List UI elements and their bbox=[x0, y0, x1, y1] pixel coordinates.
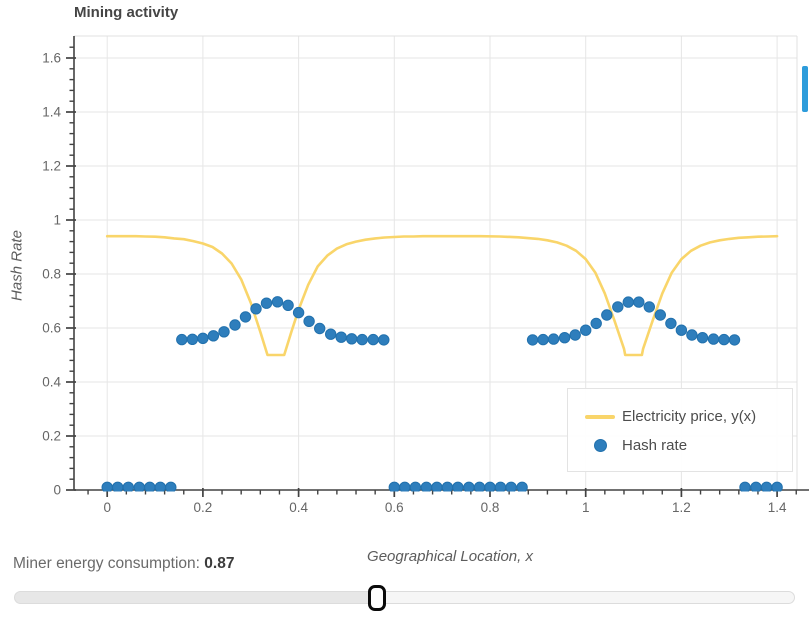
legend-item-hash-rate: Hash rate bbox=[578, 431, 792, 460]
svg-text:1: 1 bbox=[53, 213, 61, 228]
energy-slider-thumb[interactable] bbox=[368, 585, 386, 611]
svg-text:1.4: 1.4 bbox=[42, 105, 61, 120]
svg-text:1: 1 bbox=[582, 500, 590, 515]
legend-item-electricity-price: Electricity price, y(x) bbox=[578, 402, 792, 431]
y-axis-label: Hash Rate bbox=[8, 230, 26, 301]
svg-text:0: 0 bbox=[53, 483, 61, 498]
legend-label: Hash rate bbox=[622, 437, 688, 454]
svg-text:0.8: 0.8 bbox=[42, 267, 61, 282]
svg-text:0.6: 0.6 bbox=[42, 321, 61, 336]
svg-text:1.2: 1.2 bbox=[42, 159, 61, 174]
chart-plot-area: 0 0.2 0.4 0.6 0.8 1 1.2 1.4 0 0.2 0.4 0.6 0.8 1 1.2 1.4… bbox=[42, 35, 809, 515]
svg-text:1.6: 1.6 bbox=[42, 51, 61, 66]
svg-text:0.6: 0.6 bbox=[385, 500, 404, 515]
svg-text:1.2: 1.2 bbox=[672, 500, 691, 515]
chart-title: Mining activity bbox=[74, 4, 179, 21]
svg-text:0.8: 0.8 bbox=[481, 500, 500, 515]
svg-text:0.4: 0.4 bbox=[42, 375, 61, 390]
slider-caption-value: 0.87 bbox=[204, 555, 235, 572]
svg-text:0: 0 bbox=[103, 500, 111, 515]
legend: Electricity price, y(x) Hash rate bbox=[567, 388, 793, 472]
slider-caption-label: Miner energy consumption: bbox=[13, 555, 200, 572]
svg-text:0.2: 0.2 bbox=[42, 429, 61, 444]
legend-label: Electricity price, y(x) bbox=[622, 408, 757, 425]
legend-circle-swatch bbox=[578, 439, 622, 452]
legend-line-swatch bbox=[578, 414, 622, 419]
svg-text:1.4: 1.4 bbox=[768, 500, 787, 515]
slider-caption: Miner energy consumption: 0.87 bbox=[13, 555, 234, 573]
scrollbar-thumb[interactable] bbox=[802, 66, 808, 112]
svg-text:0.2: 0.2 bbox=[194, 500, 213, 515]
svg-text:0.4: 0.4 bbox=[289, 500, 308, 515]
x-axis-label: Geographical Location, x bbox=[367, 548, 533, 565]
energy-slider-track[interactable] bbox=[14, 591, 795, 604]
